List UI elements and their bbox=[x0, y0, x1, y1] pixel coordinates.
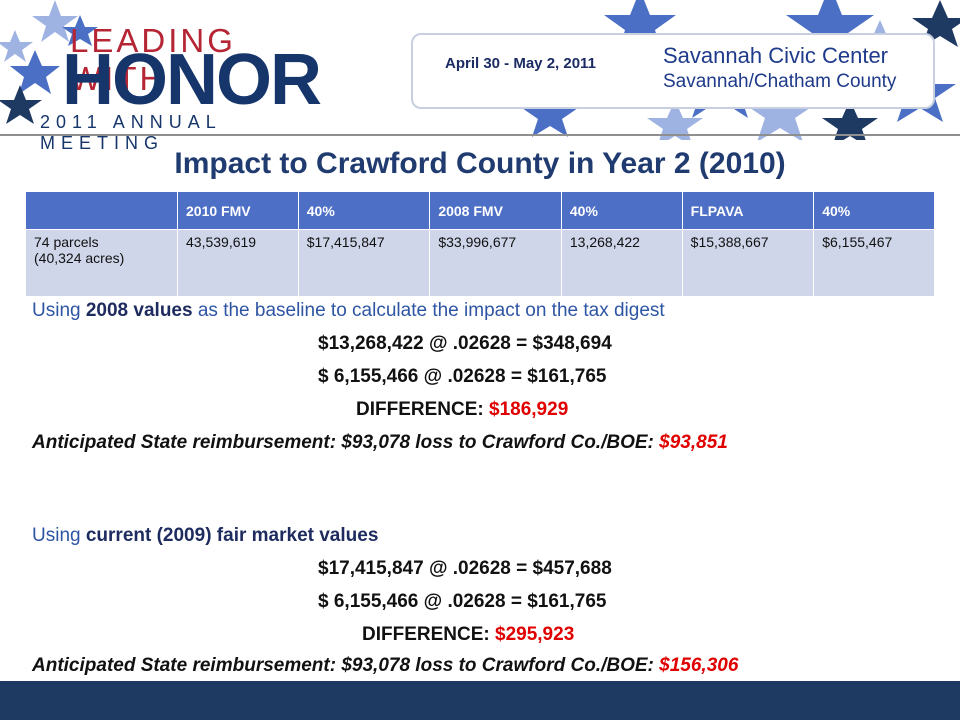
table-header-cell: 40% bbox=[560, 191, 683, 230]
difference-label: DIFFERENCE: bbox=[356, 399, 484, 420]
section2-reimbursement: Anticipated State reimbursement: $93,078… bbox=[32, 655, 738, 677]
table-cell: $17,415,847 bbox=[297, 229, 431, 297]
slide-footer-bar bbox=[0, 681, 960, 720]
table-cell: 13,268,422 bbox=[560, 229, 683, 297]
table-header-cell: 2010 FMV bbox=[177, 191, 299, 230]
section1-difference: DIFFERENCE: $186,929 bbox=[356, 399, 568, 421]
table-cell: $6,155,467 bbox=[813, 229, 935, 297]
section1-intro: Using 2008 values as the baseline to cal… bbox=[32, 300, 665, 322]
logo-subtitle: 2011 ANNUAL MEETING bbox=[40, 112, 222, 153]
parcel-acres: (40,324 acres) bbox=[34, 250, 125, 266]
valuation-table: 2010 FMV 40% 2008 FMV 40% FLPAVA 40% 74 … bbox=[25, 191, 935, 297]
table-cell: $15,388,667 bbox=[681, 229, 815, 297]
table-header-cell: 2008 FMV bbox=[429, 191, 562, 230]
table-header-row: 2010 FMV 40% 2008 FMV 40% FLPAVA 40% bbox=[25, 191, 935, 230]
section1-calc-2: $ 6,155,466 @ .02628 = $161,765 bbox=[318, 366, 607, 387]
intro-emphasis: current (2009) fair market values bbox=[85, 525, 379, 546]
table-header-cell: 40% bbox=[813, 191, 935, 230]
logo-title-main: HONOR bbox=[62, 40, 322, 120]
table-cell: $33,996,677 bbox=[429, 229, 562, 297]
table-header-cell: FLPAVA bbox=[681, 191, 815, 230]
reimbursement-value: $93,851 bbox=[659, 432, 728, 453]
event-venue: Savannah Civic Center bbox=[663, 43, 889, 68]
header-divider bbox=[0, 134, 960, 136]
intro-text: Using bbox=[32, 525, 81, 546]
reimbursement-value: $156,306 bbox=[659, 655, 739, 676]
intro-text: Using bbox=[32, 300, 81, 321]
section2-intro: Using current (2009) fair market values bbox=[32, 525, 378, 547]
intro-text: as the baseline to calculate the impact … bbox=[197, 300, 665, 321]
slide-title: Impact to Crawford County in Year 2 (201… bbox=[174, 147, 786, 180]
event-info-box: April 30 - May 2, 2011 Savannah Civic Ce… bbox=[411, 33, 935, 109]
table-cell: 43,539,619 bbox=[177, 229, 299, 297]
section2-calc-2: $ 6,155,466 @ .02628 = $161,765 bbox=[318, 591, 607, 612]
logo-stars-icon bbox=[0, 0, 98, 124]
difference-value: $186,929 bbox=[489, 399, 569, 420]
parcel-count: 74 parcels bbox=[34, 234, 99, 250]
event-logo: LEADING WITH HONOR 2011 ANNUAL MEETING bbox=[0, 0, 340, 153]
intro-emphasis: 2008 values bbox=[85, 300, 193, 321]
table-row-label: 74 parcels (40,324 acres) bbox=[25, 229, 178, 297]
difference-label: DIFFERENCE: bbox=[362, 624, 490, 645]
table-header-cell bbox=[25, 191, 178, 230]
reimbursement-text: Anticipated State reimbursement: $93,078… bbox=[32, 432, 654, 453]
reimbursement-text: Anticipated State reimbursement: $93,078… bbox=[32, 655, 654, 676]
section1-calc-1: $13,268,422 @ .02628 = $348,694 bbox=[318, 333, 612, 354]
difference-value: $295,923 bbox=[495, 624, 575, 645]
slide-header: LEADING WITH HONOR 2011 ANNUAL MEETING A… bbox=[0, 0, 960, 153]
event-location: Savannah/Chatham County bbox=[663, 71, 897, 92]
table-header-cell: 40% bbox=[297, 191, 431, 230]
section2-difference: DIFFERENCE: $295,923 bbox=[362, 624, 574, 646]
section2-calc-1: $17,415,847 @ .02628 = $457,688 bbox=[318, 558, 612, 579]
event-date: April 30 - May 2, 2011 bbox=[445, 55, 596, 72]
table-row: 74 parcels (40,324 acres) 43,539,619 $17… bbox=[25, 229, 935, 297]
section1-reimbursement: Anticipated State reimbursement: $93,078… bbox=[32, 432, 728, 454]
logo-title-top: LEADING WITH bbox=[70, 22, 236, 97]
